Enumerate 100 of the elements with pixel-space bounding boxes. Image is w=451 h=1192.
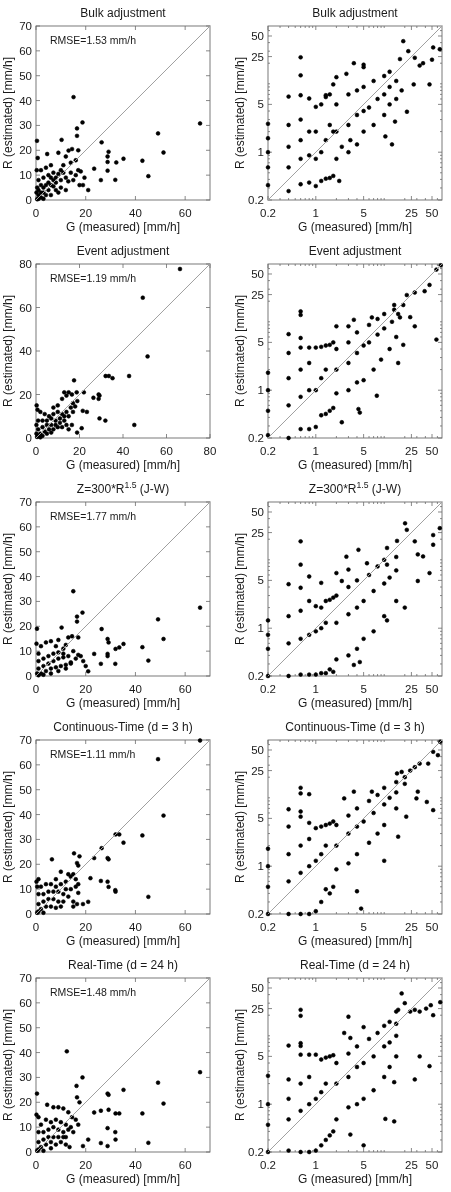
y-axis-title: R (estimated) [mm/h] — [233, 770, 248, 884]
x-tick-label: 25 — [405, 683, 418, 696]
y-tick-label: 30 — [19, 1071, 32, 1084]
y-tick-label: 40 — [19, 94, 32, 107]
chart-title: Z=300*R$^{1.5}$ (J-W) — [308, 480, 402, 497]
y-axis-title: R (estimated) [mm/h] — [1, 56, 16, 170]
y-tick-label: 10 — [19, 169, 32, 182]
x-axis-title: G (measured) [mm/h] — [65, 934, 181, 949]
y-tick-label: 5 — [257, 812, 264, 825]
y-tick-label: 20 — [19, 620, 32, 633]
y-tick-label: 60 — [19, 758, 32, 771]
y-tick-label: 1 — [257, 1098, 264, 1111]
y-tick-label: 10 — [19, 883, 32, 896]
y-tick-label: 5 — [257, 1050, 264, 1063]
y-tick-label: 25 — [251, 50, 264, 63]
y-tick-label: 70 — [19, 972, 32, 985]
x-tick-label: 60 — [178, 921, 192, 934]
x-tick-label: 20 — [79, 683, 93, 696]
y-tick-label: 25 — [251, 1002, 264, 1015]
x-tick-label: 1 — [312, 207, 320, 220]
x-tick-label: 25 — [405, 1159, 418, 1172]
annotation: RMSE=1.53 mm/h — [50, 33, 137, 46]
y-tick-label: 30 — [19, 119, 32, 132]
y-tick-label: 50 — [251, 744, 264, 757]
x-tick-label: 25 — [405, 445, 418, 458]
chart-title: Real-Time (d = 24 h) — [300, 958, 410, 973]
chart-title: Bulk adjustment — [80, 6, 167, 21]
y-axis-title: R (estimated) [mm/h] — [1, 532, 16, 646]
y-axis-title: R (estimated) [mm/h] — [233, 56, 248, 170]
y-tick-label: 80 — [19, 258, 32, 271]
annotation: RMSE=1.19 mm/h — [50, 271, 137, 284]
x-axis-title: G (measured) [mm/h] — [65, 458, 181, 473]
y-tick-label: 25 — [251, 764, 264, 777]
x-tick-label: 50 — [425, 921, 439, 934]
annotation: RMSE=1.48 mm/h — [50, 985, 137, 998]
x-tick-label: 1 — [312, 445, 320, 458]
y-tick-label: 20 — [19, 144, 32, 157]
y-tick-label: 60 — [19, 44, 32, 57]
y-tick-label: 50 — [19, 783, 32, 796]
x-axis-title: G (measured) [mm/h] — [297, 458, 413, 473]
y-tick-label: 0 — [25, 670, 32, 683]
y-tick-label: 1 — [257, 860, 264, 873]
y-tick-label: 1 — [257, 384, 264, 397]
x-tick-label: 50 — [425, 445, 439, 458]
y-tick-label: 30 — [19, 833, 32, 846]
x-tick-label: 60 — [178, 683, 192, 696]
x-axis-title: G (measured) [mm/h] — [65, 696, 181, 711]
x-tick-label: 50 — [425, 207, 439, 220]
y-tick-label: 1 — [257, 146, 264, 159]
y-tick-label: 50 — [19, 69, 32, 82]
chart-title: Real-Time (d = 24 h) — [68, 958, 178, 973]
y-tick-label: 40 — [19, 808, 32, 821]
y-tick-label: 0 — [25, 432, 32, 445]
y-tick-label: 60 — [19, 520, 32, 533]
y-axis-title: R (estimated) [mm/h] — [1, 294, 16, 408]
y-tick-label: 70 — [19, 734, 32, 747]
y-tick-label: 0.2 — [248, 194, 264, 207]
y-tick-label: 50 — [251, 268, 264, 281]
y-tick-label: 0.2 — [248, 432, 264, 445]
x-tick-label: 40 — [116, 445, 130, 458]
y-axis-title: R (estimated) [mm/h] — [1, 1008, 16, 1122]
y-axis-title: R (estimated) [mm/h] — [233, 532, 248, 646]
x-tick-label: 60 — [160, 445, 173, 458]
y-tick-label: 60 — [19, 301, 32, 314]
x-tick-label: 1 — [312, 683, 320, 696]
x-tick-label: 1 — [312, 921, 320, 934]
x-tick-label: 40 — [129, 1159, 142, 1172]
x-axis-title: G (measured) [mm/h] — [65, 220, 181, 235]
y-axis-title: R (estimated) [mm/h] — [233, 1008, 248, 1122]
x-axis-title: G (measured) [mm/h] — [297, 934, 413, 949]
chart-title: Continuous-Time (d = 3 h) — [285, 720, 425, 735]
y-axis-title: R (estimated) [mm/h] — [1, 770, 16, 884]
y-tick-label: 20 — [19, 388, 32, 401]
y-tick-label: 0 — [25, 908, 32, 921]
y-tick-label: 5 — [257, 574, 264, 587]
annotation: RMSE=1.77 mm/h — [50, 509, 137, 522]
y-tick-label: 50 — [251, 30, 264, 43]
y-tick-label: 5 — [257, 98, 264, 111]
x-tick-label: 1 — [312, 1159, 320, 1172]
x-axis-title: G (measured) [mm/h] — [297, 220, 413, 235]
chart-title: Event adjustment — [308, 244, 403, 259]
annotation: RMSE=1.11 mm/h — [50, 747, 136, 760]
x-axis-title: G (measured) [mm/h] — [297, 1172, 413, 1187]
y-tick-label: 10 — [19, 1121, 32, 1134]
y-tick-label: 50 — [19, 1021, 32, 1034]
x-tick-label: 25 — [405, 921, 418, 934]
y-tick-label: 25 — [251, 288, 264, 301]
y-tick-label: 25 — [251, 526, 264, 539]
y-tick-label: 40 — [19, 345, 32, 358]
y-tick-label: 0.2 — [248, 1146, 264, 1159]
chart-title: Event adjustment — [76, 244, 171, 259]
y-tick-label: 0.2 — [248, 908, 264, 921]
x-tick-label: 5 — [360, 445, 367, 458]
y-tick-label: 40 — [19, 1046, 32, 1059]
x-axis-title: G (measured) [mm/h] — [297, 696, 413, 711]
y-tick-label: 20 — [19, 858, 32, 871]
chart-title: Bulk adjustment — [312, 6, 399, 21]
y-tick-label: 10 — [19, 645, 32, 658]
x-tick-label: 20 — [73, 445, 86, 458]
x-tick-label: 5 — [360, 921, 367, 934]
